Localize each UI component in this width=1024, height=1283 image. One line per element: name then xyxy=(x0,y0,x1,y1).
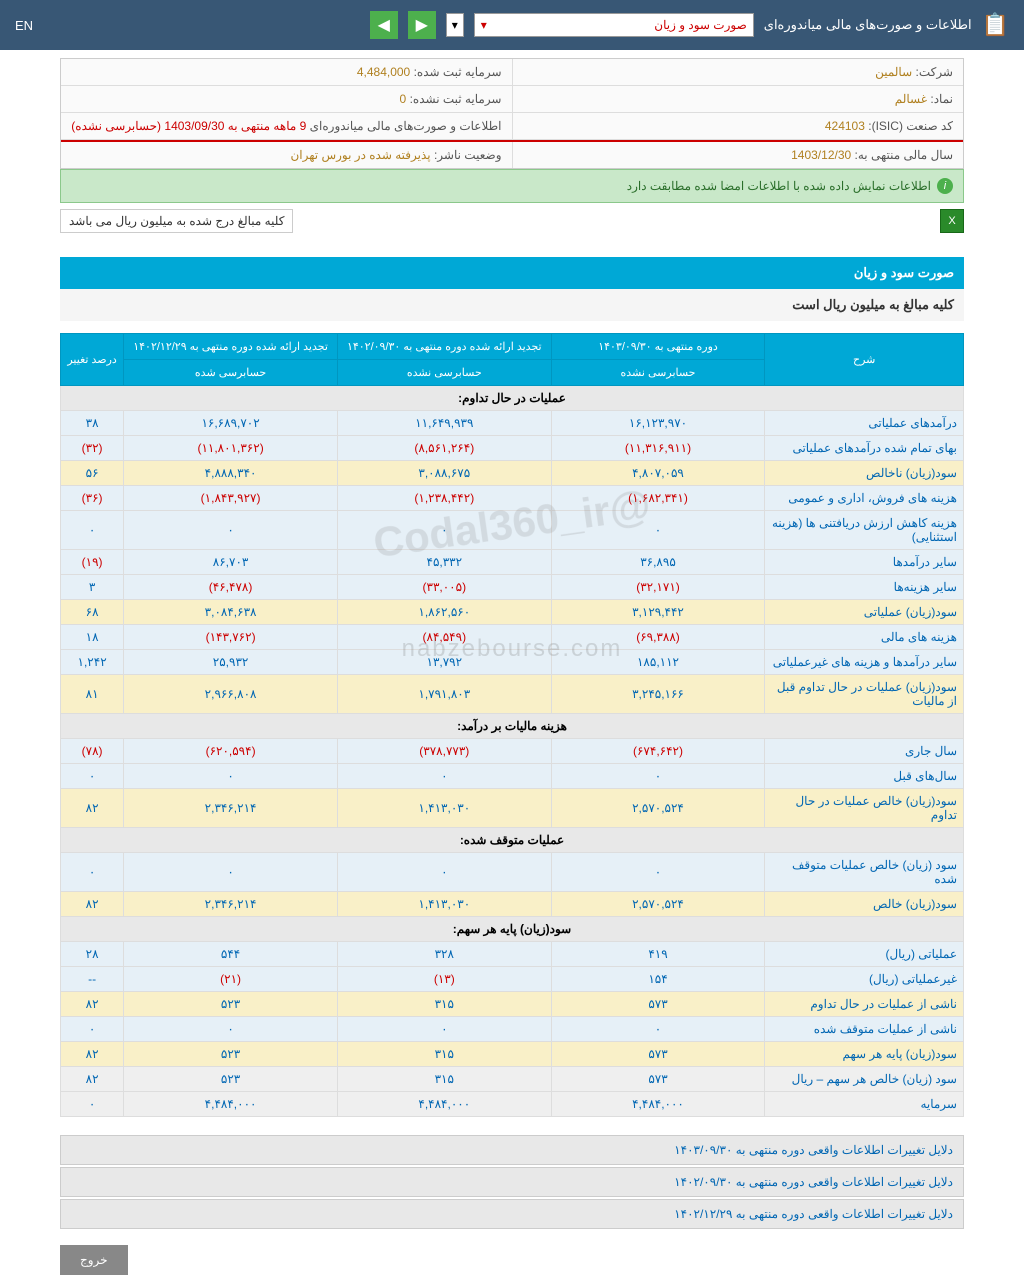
currency-note: کلیه مبالغ درج شده به میلیون ریال می باش… xyxy=(60,209,293,233)
reason-row[interactable]: دلایل تغییرات اطلاعات واقعی دوره منتهی ب… xyxy=(60,1199,964,1229)
secondary-dropdown[interactable]: ▾ xyxy=(446,13,464,37)
section-title: صورت سود و زیان xyxy=(60,257,964,289)
table-row: هزینه های مالی(۶۹,۳۸۸)(۸۴,۵۴۹)(۱۴۳,۷۶۲)۱… xyxy=(61,625,964,650)
table-row: سود(زیان) خالص۲,۵۷۰,۵۲۴۱,۴۱۳,۰۳۰۲,۳۴۶,۲۱… xyxy=(61,892,964,917)
table-row: درآمدهای عملیاتی۱۶,۱۲۳,۹۷۰۱۱,۶۴۹,۹۳۹۱۶,۶… xyxy=(61,411,964,436)
table-row: سال جاری(۶۷۴,۶۴۲)(۳۷۸,۷۷۳)(۶۲۰,۵۹۴)(۷۸) xyxy=(61,739,964,764)
table-row: عملیات در حال تداوم: xyxy=(61,386,964,411)
report-dropdown[interactable]: صورت سود و زیان▾ xyxy=(474,13,754,37)
table-row: بهای تمام شده درآمدهای عملیاتی(۱۱,۳۱۶,۹۱… xyxy=(61,436,964,461)
company-name: سالمین xyxy=(875,65,912,79)
signature-match-banner: i اطلاعات نمایش داده شده با اطلاعات امضا… xyxy=(60,169,964,203)
topbar-title: اطلاعات و صورت‌های مالی میاندوره‌ای xyxy=(764,17,972,33)
reason-row[interactable]: دلایل تغییرات اطلاعات واقعی دوره منتهی ب… xyxy=(60,1167,964,1197)
table-row: سود (زیان) خالص عملیات متوقف شده۰۰۰۰ xyxy=(61,853,964,892)
lang-toggle[interactable]: EN xyxy=(15,18,33,33)
profit-loss-table: شرح دوره منتهی به ۱۴۰۳/۰۹/۳۰ تجدید ارائه… xyxy=(60,333,964,1117)
clipboard-icon: 📋 xyxy=(982,12,1009,38)
capital-registered: 4,484,000 xyxy=(357,65,410,79)
fiscal-year: 1403/12/30 xyxy=(791,148,851,162)
table-row: سود(زیان) پایه هر سهم: xyxy=(61,917,964,942)
isic-code: 424103 xyxy=(825,119,865,133)
table-row: هزینه مالیات بر درآمد: xyxy=(61,714,964,739)
col-pct: درصد تغییر xyxy=(61,334,124,386)
company-info-box: شرکت: سالمین سرمایه ثبت شده: 4,484,000 ن… xyxy=(60,58,964,169)
subtitle: کلیه مبالغ به میلیون ریال است xyxy=(60,289,964,321)
reason-row[interactable]: دلایل تغییرات اطلاعات واقعی دوره منتهی ب… xyxy=(60,1135,964,1165)
table-row: ناشی از عملیات در حال تداوم۵۷۳۳۱۵۵۲۳۸۲ xyxy=(61,992,964,1017)
symbol: غسالم xyxy=(895,92,927,106)
table-row: سایر هزینه‌ها(۳۲,۱۷۱)(۳۳,۰۰۵)(۴۶,۴۷۸)۳ xyxy=(61,575,964,600)
table-row: سود(زیان) خالص عملیات در حال تداوم۲,۵۷۰,… xyxy=(61,789,964,828)
table-row: سود(زیان) پایه هر سهم۵۷۳۳۱۵۵۲۳۸۲ xyxy=(61,1042,964,1067)
col-period2: تجدید ارائه شده دوره منتهی به ۱۴۰۲/۰۹/۳۰ xyxy=(337,334,551,360)
nav-next-button[interactable]: ▶ xyxy=(408,11,436,39)
table-row: سال‌های قبل۰۰۰۰ xyxy=(61,764,964,789)
col-period1: دوره منتهی به ۱۴۰۳/۰۹/۳۰ xyxy=(551,334,765,360)
issuer-status: پذیرفته شده در بورس تهران xyxy=(290,148,430,162)
report-period: 9 ماهه منتهی به 1403/09/30 (حسابرسی نشده… xyxy=(71,119,306,133)
col-period3: تجدید ارائه شده دوره منتهی به ۱۴۰۲/۱۲/۲۹ xyxy=(124,334,338,360)
nav-prev-button[interactable]: ◀ xyxy=(370,11,398,39)
table-row: سایر درآمدها۳۶,۸۹۵۴۵,۳۳۲۸۶,۷۰۳(۱۹) xyxy=(61,550,964,575)
table-row: هزینه های فروش، اداری و عمومی(۱,۶۸۲,۳۴۱)… xyxy=(61,486,964,511)
table-row: سود (زیان) خالص هر سهم – ریال۵۷۳۳۱۵۵۲۳۸۲ xyxy=(61,1067,964,1092)
table-row: سود(زیان) عملیاتی۳,۱۲۹,۴۴۲۱,۸۶۲,۵۶۰۳,۰۸۴… xyxy=(61,600,964,625)
reasons-section: دلایل تغییرات اطلاعات واقعی دوره منتهی ب… xyxy=(60,1135,964,1229)
table-row: عملیات متوقف شده: xyxy=(61,828,964,853)
table-row: سود(زیان) ناخالص۴,۸۰۷,۰۵۹۳,۰۸۸,۶۷۵۴,۸۸۸,… xyxy=(61,461,964,486)
exit-button[interactable]: خروج xyxy=(60,1245,128,1275)
topbar: 📋 اطلاعات و صورت‌های مالی میاندوره‌ای صو… xyxy=(0,0,1024,50)
info-icon: i xyxy=(937,178,953,194)
table-row: غیرعملیاتی (ریال)۱۵۴(۱۳)(۲۱)-- xyxy=(61,967,964,992)
excel-export-button[interactable]: X xyxy=(940,209,964,233)
table-row: سود(زیان) عملیات در حال تداوم قبل از مال… xyxy=(61,675,964,714)
table-row: سرمایه۴,۴۸۴,۰۰۰۴,۴۸۴,۰۰۰۴,۴۸۴,۰۰۰۰ xyxy=(61,1092,964,1117)
col-desc: شرح xyxy=(765,334,964,386)
table-row: ناشی از عملیات متوقف شده۰۰۰۰ xyxy=(61,1017,964,1042)
table-row: هزینه کاهش ارزش دریافتنی ها (هزینه استثن… xyxy=(61,511,964,550)
table-row: سایر درآمدها و هزینه های غیرعملیاتی۱۸۵,۱… xyxy=(61,650,964,675)
table-row: عملیاتی (ریال)۴۱۹۳۲۸۵۴۴۲۸ xyxy=(61,942,964,967)
capital-unregistered: 0 xyxy=(400,92,407,106)
